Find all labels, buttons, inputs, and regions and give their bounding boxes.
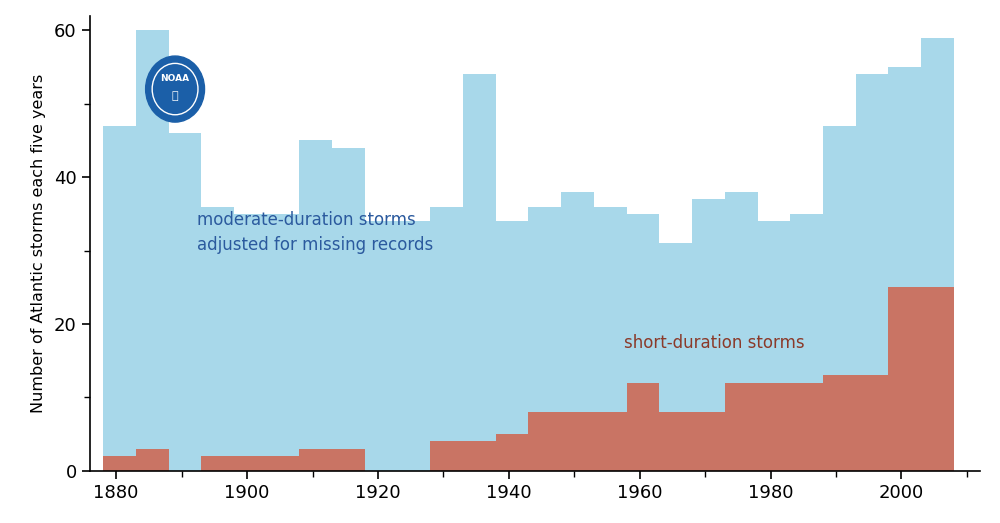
Bar — [921, 287, 954, 471]
Bar — [234, 456, 267, 471]
Bar — [561, 412, 594, 471]
Bar — [627, 383, 659, 471]
Bar — [725, 383, 758, 471]
Bar — [332, 148, 365, 471]
Bar — [528, 412, 561, 471]
Bar — [659, 243, 692, 471]
Bar — [463, 74, 496, 471]
Text: moderate-duration storms
adjusted for missing records: moderate-duration storms adjusted for mi… — [197, 211, 433, 254]
Bar — [463, 441, 496, 471]
Bar — [430, 207, 463, 471]
Bar — [790, 214, 823, 471]
Bar — [332, 449, 365, 471]
Text: 〜: 〜 — [172, 92, 178, 101]
Bar — [299, 449, 332, 471]
Bar — [496, 221, 528, 471]
Circle shape — [146, 56, 205, 122]
Bar — [594, 412, 627, 471]
Bar — [136, 449, 169, 471]
Text: short-duration storms: short-duration storms — [624, 334, 805, 352]
Bar — [267, 214, 299, 471]
Bar — [856, 376, 888, 471]
Bar — [758, 383, 790, 471]
Bar — [528, 207, 561, 471]
Bar — [692, 412, 725, 471]
Circle shape — [149, 60, 201, 118]
Bar — [725, 192, 758, 471]
Bar — [561, 192, 594, 471]
Bar — [136, 30, 169, 471]
Bar — [758, 221, 790, 471]
Bar — [823, 376, 856, 471]
Bar — [398, 221, 430, 471]
Bar — [103, 456, 136, 471]
Bar — [856, 74, 888, 471]
Bar — [790, 383, 823, 471]
Bar — [627, 214, 659, 471]
Bar — [594, 207, 627, 471]
Bar — [430, 441, 463, 471]
Bar — [299, 141, 332, 471]
Bar — [692, 199, 725, 471]
Bar — [365, 221, 398, 471]
Bar — [888, 287, 921, 471]
Bar — [169, 133, 201, 471]
Bar — [201, 456, 234, 471]
Bar — [888, 67, 921, 471]
Bar — [103, 126, 136, 471]
Bar — [659, 412, 692, 471]
Text: NOAA: NOAA — [161, 74, 190, 83]
Bar — [267, 456, 299, 471]
Bar — [823, 126, 856, 471]
Y-axis label: Number of Atlantic storms each five years: Number of Atlantic storms each five year… — [31, 74, 46, 413]
Bar — [201, 207, 234, 471]
Bar — [234, 214, 267, 471]
Bar — [921, 38, 954, 471]
Bar — [496, 434, 528, 471]
